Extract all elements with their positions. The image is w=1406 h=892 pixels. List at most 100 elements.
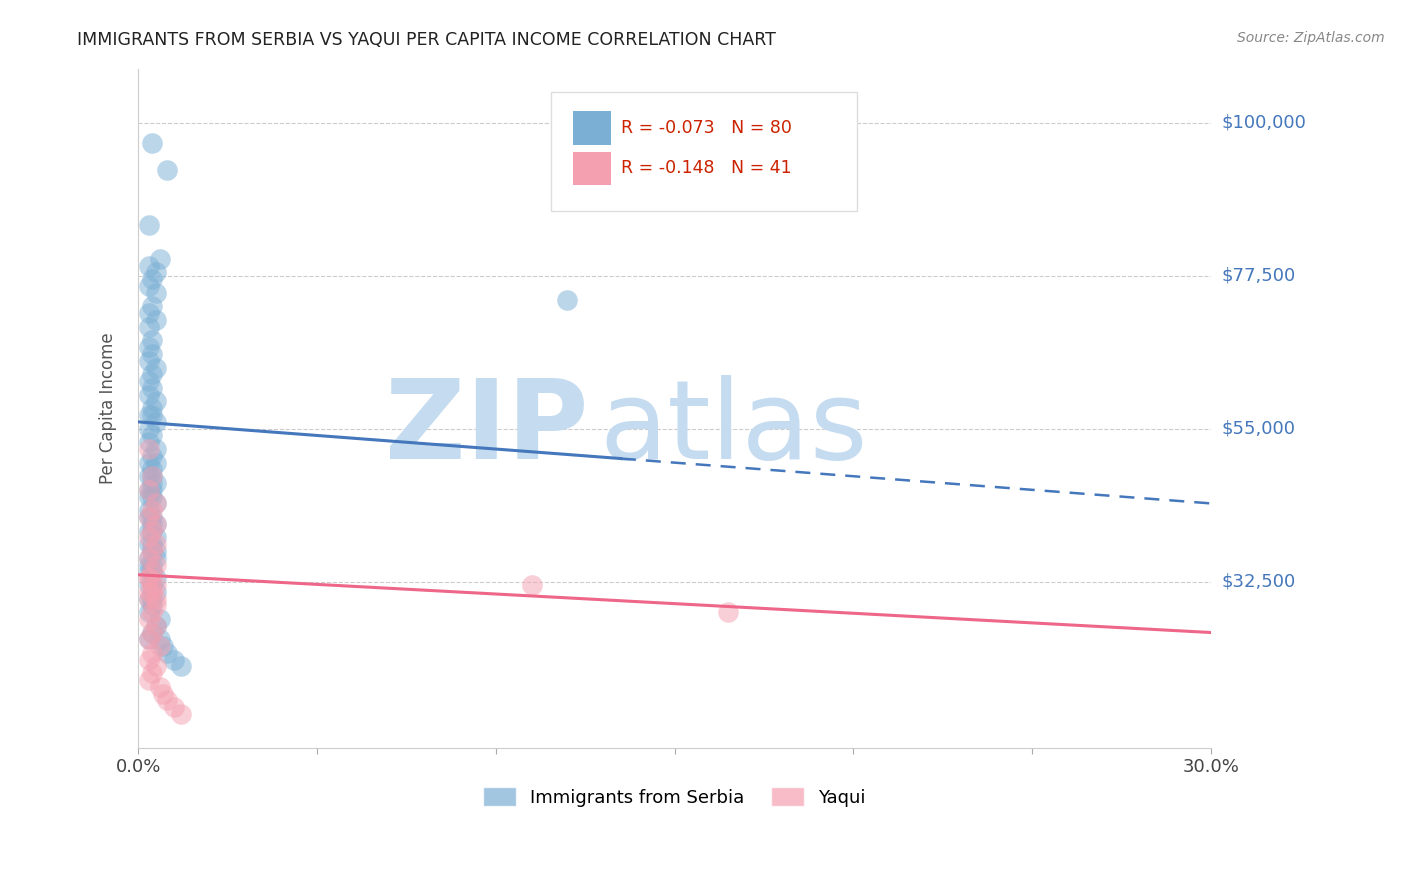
Point — [145, 394, 167, 409]
Point — [145, 618, 167, 632]
Point — [138, 537, 160, 551]
Point — [138, 306, 160, 320]
Point — [138, 673, 160, 687]
Point — [138, 340, 160, 354]
Point — [138, 605, 160, 619]
Point — [145, 558, 167, 572]
Point — [138, 510, 160, 524]
Point — [138, 483, 160, 497]
Point — [163, 700, 186, 714]
Point — [138, 578, 160, 592]
Point — [152, 639, 174, 653]
Point — [141, 591, 163, 606]
Point — [145, 578, 167, 592]
Point — [138, 612, 160, 626]
Text: ZIP: ZIP — [385, 376, 589, 483]
Point — [141, 469, 163, 483]
Point — [141, 544, 163, 558]
Point — [138, 584, 160, 599]
Text: R = -0.148   N = 41: R = -0.148 N = 41 — [621, 160, 792, 178]
Point — [138, 353, 160, 368]
Point — [145, 599, 167, 613]
Point — [138, 550, 160, 565]
Point — [170, 707, 193, 722]
Point — [145, 442, 167, 456]
Point — [145, 456, 167, 470]
Point — [141, 299, 163, 313]
FancyBboxPatch shape — [572, 112, 612, 145]
Point — [138, 387, 160, 401]
Text: IMMIGRANTS FROM SERBIA VS YAQUI PER CAPITA INCOME CORRELATION CHART: IMMIGRANTS FROM SERBIA VS YAQUI PER CAPI… — [77, 31, 776, 49]
Point — [138, 558, 160, 572]
Text: $100,000: $100,000 — [1222, 114, 1306, 132]
Point — [138, 469, 160, 483]
Point — [138, 510, 160, 524]
Point — [141, 544, 163, 558]
Point — [149, 632, 172, 647]
Point — [141, 490, 163, 504]
Point — [555, 293, 578, 307]
Point — [145, 496, 167, 510]
Point — [145, 415, 167, 429]
Point — [141, 537, 163, 551]
FancyBboxPatch shape — [551, 92, 856, 211]
Point — [138, 483, 160, 497]
Point — [145, 537, 167, 551]
Point — [141, 625, 163, 640]
Point — [138, 408, 160, 422]
Point — [156, 646, 179, 660]
Point — [149, 612, 172, 626]
Point — [141, 272, 163, 286]
Point — [141, 584, 163, 599]
Point — [141, 368, 163, 382]
FancyBboxPatch shape — [572, 153, 612, 186]
Point — [141, 462, 163, 476]
Point — [138, 442, 160, 456]
Point — [141, 408, 163, 422]
Point — [141, 476, 163, 491]
Point — [141, 347, 163, 361]
Point — [138, 503, 160, 517]
Point — [141, 605, 163, 619]
Point — [138, 565, 160, 579]
Point — [141, 524, 163, 538]
Point — [141, 558, 163, 572]
Point — [138, 524, 160, 538]
Point — [520, 578, 543, 592]
Text: $77,500: $77,500 — [1222, 267, 1296, 285]
Point — [141, 503, 163, 517]
Point — [141, 516, 163, 531]
Point — [138, 422, 160, 436]
Point — [138, 374, 160, 388]
Point — [141, 136, 163, 151]
Point — [156, 163, 179, 178]
Text: $55,000: $55,000 — [1222, 419, 1295, 438]
Point — [145, 591, 167, 606]
Point — [138, 530, 160, 544]
Point — [138, 653, 160, 667]
Point — [141, 428, 163, 442]
Point — [145, 550, 167, 565]
Point — [138, 591, 160, 606]
Point — [138, 632, 160, 647]
Point — [145, 496, 167, 510]
Point — [717, 605, 740, 619]
Point — [138, 218, 160, 232]
Y-axis label: Per Capita Income: Per Capita Income — [100, 333, 117, 484]
Point — [145, 265, 167, 279]
Point — [138, 490, 160, 504]
Point — [138, 279, 160, 293]
Text: atlas: atlas — [599, 376, 868, 483]
Point — [145, 516, 167, 531]
Point — [145, 530, 167, 544]
Point — [145, 285, 167, 300]
Point — [156, 693, 179, 707]
Point — [145, 544, 167, 558]
Point — [141, 469, 163, 483]
Point — [152, 687, 174, 701]
Point — [163, 653, 186, 667]
Point — [149, 680, 172, 694]
Point — [141, 401, 163, 416]
Point — [138, 571, 160, 585]
Point — [145, 571, 167, 585]
